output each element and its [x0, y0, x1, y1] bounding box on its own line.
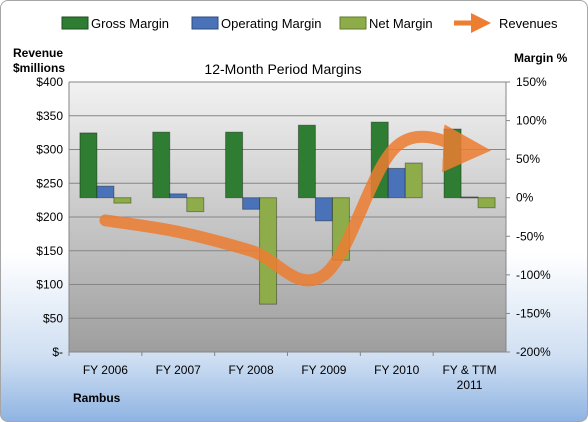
- left-axis-tick-label: $400: [36, 75, 63, 89]
- x-axis-tick-label: FY 2006: [83, 363, 128, 377]
- gross-margin-bar: [297, 124, 316, 199]
- right-axis-tick-label: 0%: [516, 191, 534, 205]
- x-axis-tick-label: FY & TTM: [442, 363, 496, 377]
- left-axis-tick-label: $150: [36, 244, 63, 258]
- right-axis-tick-label: -50%: [516, 229, 544, 243]
- operating-margin-bar: [387, 167, 406, 199]
- right-axis-tick-label: 150%: [516, 75, 547, 89]
- legend-label-revenues: Revenues: [499, 16, 558, 31]
- left-axis-label-line1: Revenue: [13, 46, 63, 60]
- operating-margin-bar: [314, 197, 333, 222]
- right-axis-tick-label: -150%: [516, 306, 551, 320]
- left-axis-tick-label: $350: [36, 109, 63, 123]
- operating-margin-bar: [96, 185, 115, 199]
- left-axis-label-line2: $millions: [13, 61, 65, 75]
- legend-label-gross-margin: Gross Margin: [91, 16, 169, 31]
- left-axis-tick-label: $-: [52, 345, 63, 359]
- left-axis-tick-label: $50: [43, 311, 63, 325]
- operating-margin-bar: [242, 197, 261, 210]
- gross-margin-bar: [225, 131, 244, 199]
- right-axis-label: Margin %: [514, 51, 568, 65]
- gross-margin-bar: [152, 131, 171, 199]
- left-axis-tick-label: $100: [36, 278, 63, 292]
- legend-swatch-net-margin: [339, 16, 367, 30]
- net-margin-bar: [477, 197, 496, 209]
- net-margin-bar: [186, 197, 205, 213]
- x-axis-tick-label: FY 2007: [156, 363, 201, 377]
- legend-label-net-margin: Net Margin: [369, 16, 433, 31]
- operating-margin-bar: [169, 193, 188, 199]
- x-axis-tick-label: FY 2009: [301, 363, 346, 377]
- bars: [79, 121, 496, 305]
- left-axis-tick-label: $200: [36, 210, 63, 224]
- net-margin-bar: [404, 162, 423, 199]
- gross-margin-bar: [79, 132, 98, 199]
- right-axis-tick-label: -100%: [516, 268, 551, 282]
- revenue-line: [99, 124, 492, 287]
- footer-company: Rambus: [73, 391, 121, 405]
- right-axis-tick-label: 50%: [516, 152, 540, 166]
- right-axis-tick-label: 100%: [516, 114, 547, 128]
- operating-margin-bar: [460, 196, 479, 199]
- x-axis-tick-label: FY 2010: [374, 363, 419, 377]
- legend-label-operating-margin: Operating Margin: [221, 16, 321, 31]
- axes: $- $50 $100 $150 $200 $250 $300 $350 $400 -200% -1…: [36, 75, 551, 392]
- legend-swatch-gross-margin: [61, 16, 89, 30]
- chart-title: 12-Month Period Margins: [204, 61, 361, 77]
- legend-swatch-operating-margin: [191, 16, 219, 30]
- x-axis-tick-label: FY 2008: [229, 363, 274, 377]
- revenue-line-path: [99, 124, 492, 287]
- net-margin-bar: [113, 197, 132, 204]
- left-axis-tick-label: $250: [36, 176, 63, 190]
- x-axis-tick-label: 2011: [457, 378, 483, 392]
- right-axis-tick-label: -200%: [516, 345, 551, 359]
- left-axis-tick-label: $300: [36, 143, 63, 157]
- legend: Gross Margin Operating Margin Net Margin…: [61, 13, 558, 33]
